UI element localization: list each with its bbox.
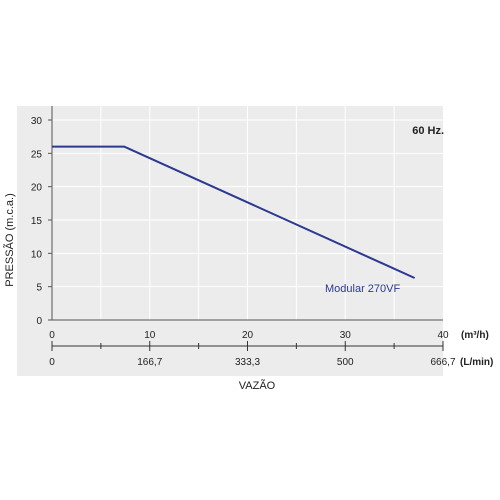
x-tick-label-primary: 10 <box>144 330 156 341</box>
y-tick-labels: 0 5 10 15 20 25 30 <box>31 116 43 327</box>
x-tick-labels-primary: 0 10 20 30 40 <box>49 330 449 341</box>
series-label: Modular 270VF <box>325 283 400 295</box>
grid-lines <box>52 106 443 321</box>
x-unit-secondary: (L/min) <box>460 357 493 368</box>
y-axis-title: PRESSÃO (m.c.a.) <box>3 193 16 287</box>
secondary-axis-band <box>17 320 443 376</box>
x-axis-title: VAZÃO <box>239 379 276 392</box>
y-tick-label: 0 <box>36 316 42 327</box>
series-line <box>52 145 416 279</box>
x-tick-label-primary: 30 <box>340 330 352 341</box>
x-tick-label-primary: 0 <box>49 330 55 341</box>
frequency-label: 60 Hz. <box>412 125 444 137</box>
x-tick-label-secondary: 666,7 <box>430 357 455 368</box>
y-tick-label: 15 <box>31 216 43 227</box>
series-group <box>52 145 416 279</box>
y-tick-label: 30 <box>31 116 43 127</box>
y-tick-label: 10 <box>31 249 43 260</box>
y-tick-label: 5 <box>36 283 42 294</box>
y-tick-label: 25 <box>31 149 43 160</box>
x-tick-label-secondary: 333,3 <box>235 357 260 368</box>
x-tick-label-primary: 20 <box>242 330 254 341</box>
x-tick-label-primary: 40 <box>437 330 449 341</box>
x-tick-label-secondary: 0 <box>49 357 55 368</box>
axes <box>48 106 444 351</box>
x-tick-labels-secondary: 0 166,7 333,3 500 666,7 <box>49 357 456 368</box>
y-tick-label: 20 <box>31 183 43 194</box>
plot-background <box>17 106 443 320</box>
x-tick-label-secondary: 166,7 <box>137 357 162 368</box>
x-tick-label-secondary: 500 <box>337 357 354 368</box>
x-unit-primary: (m³/h) <box>461 330 489 341</box>
